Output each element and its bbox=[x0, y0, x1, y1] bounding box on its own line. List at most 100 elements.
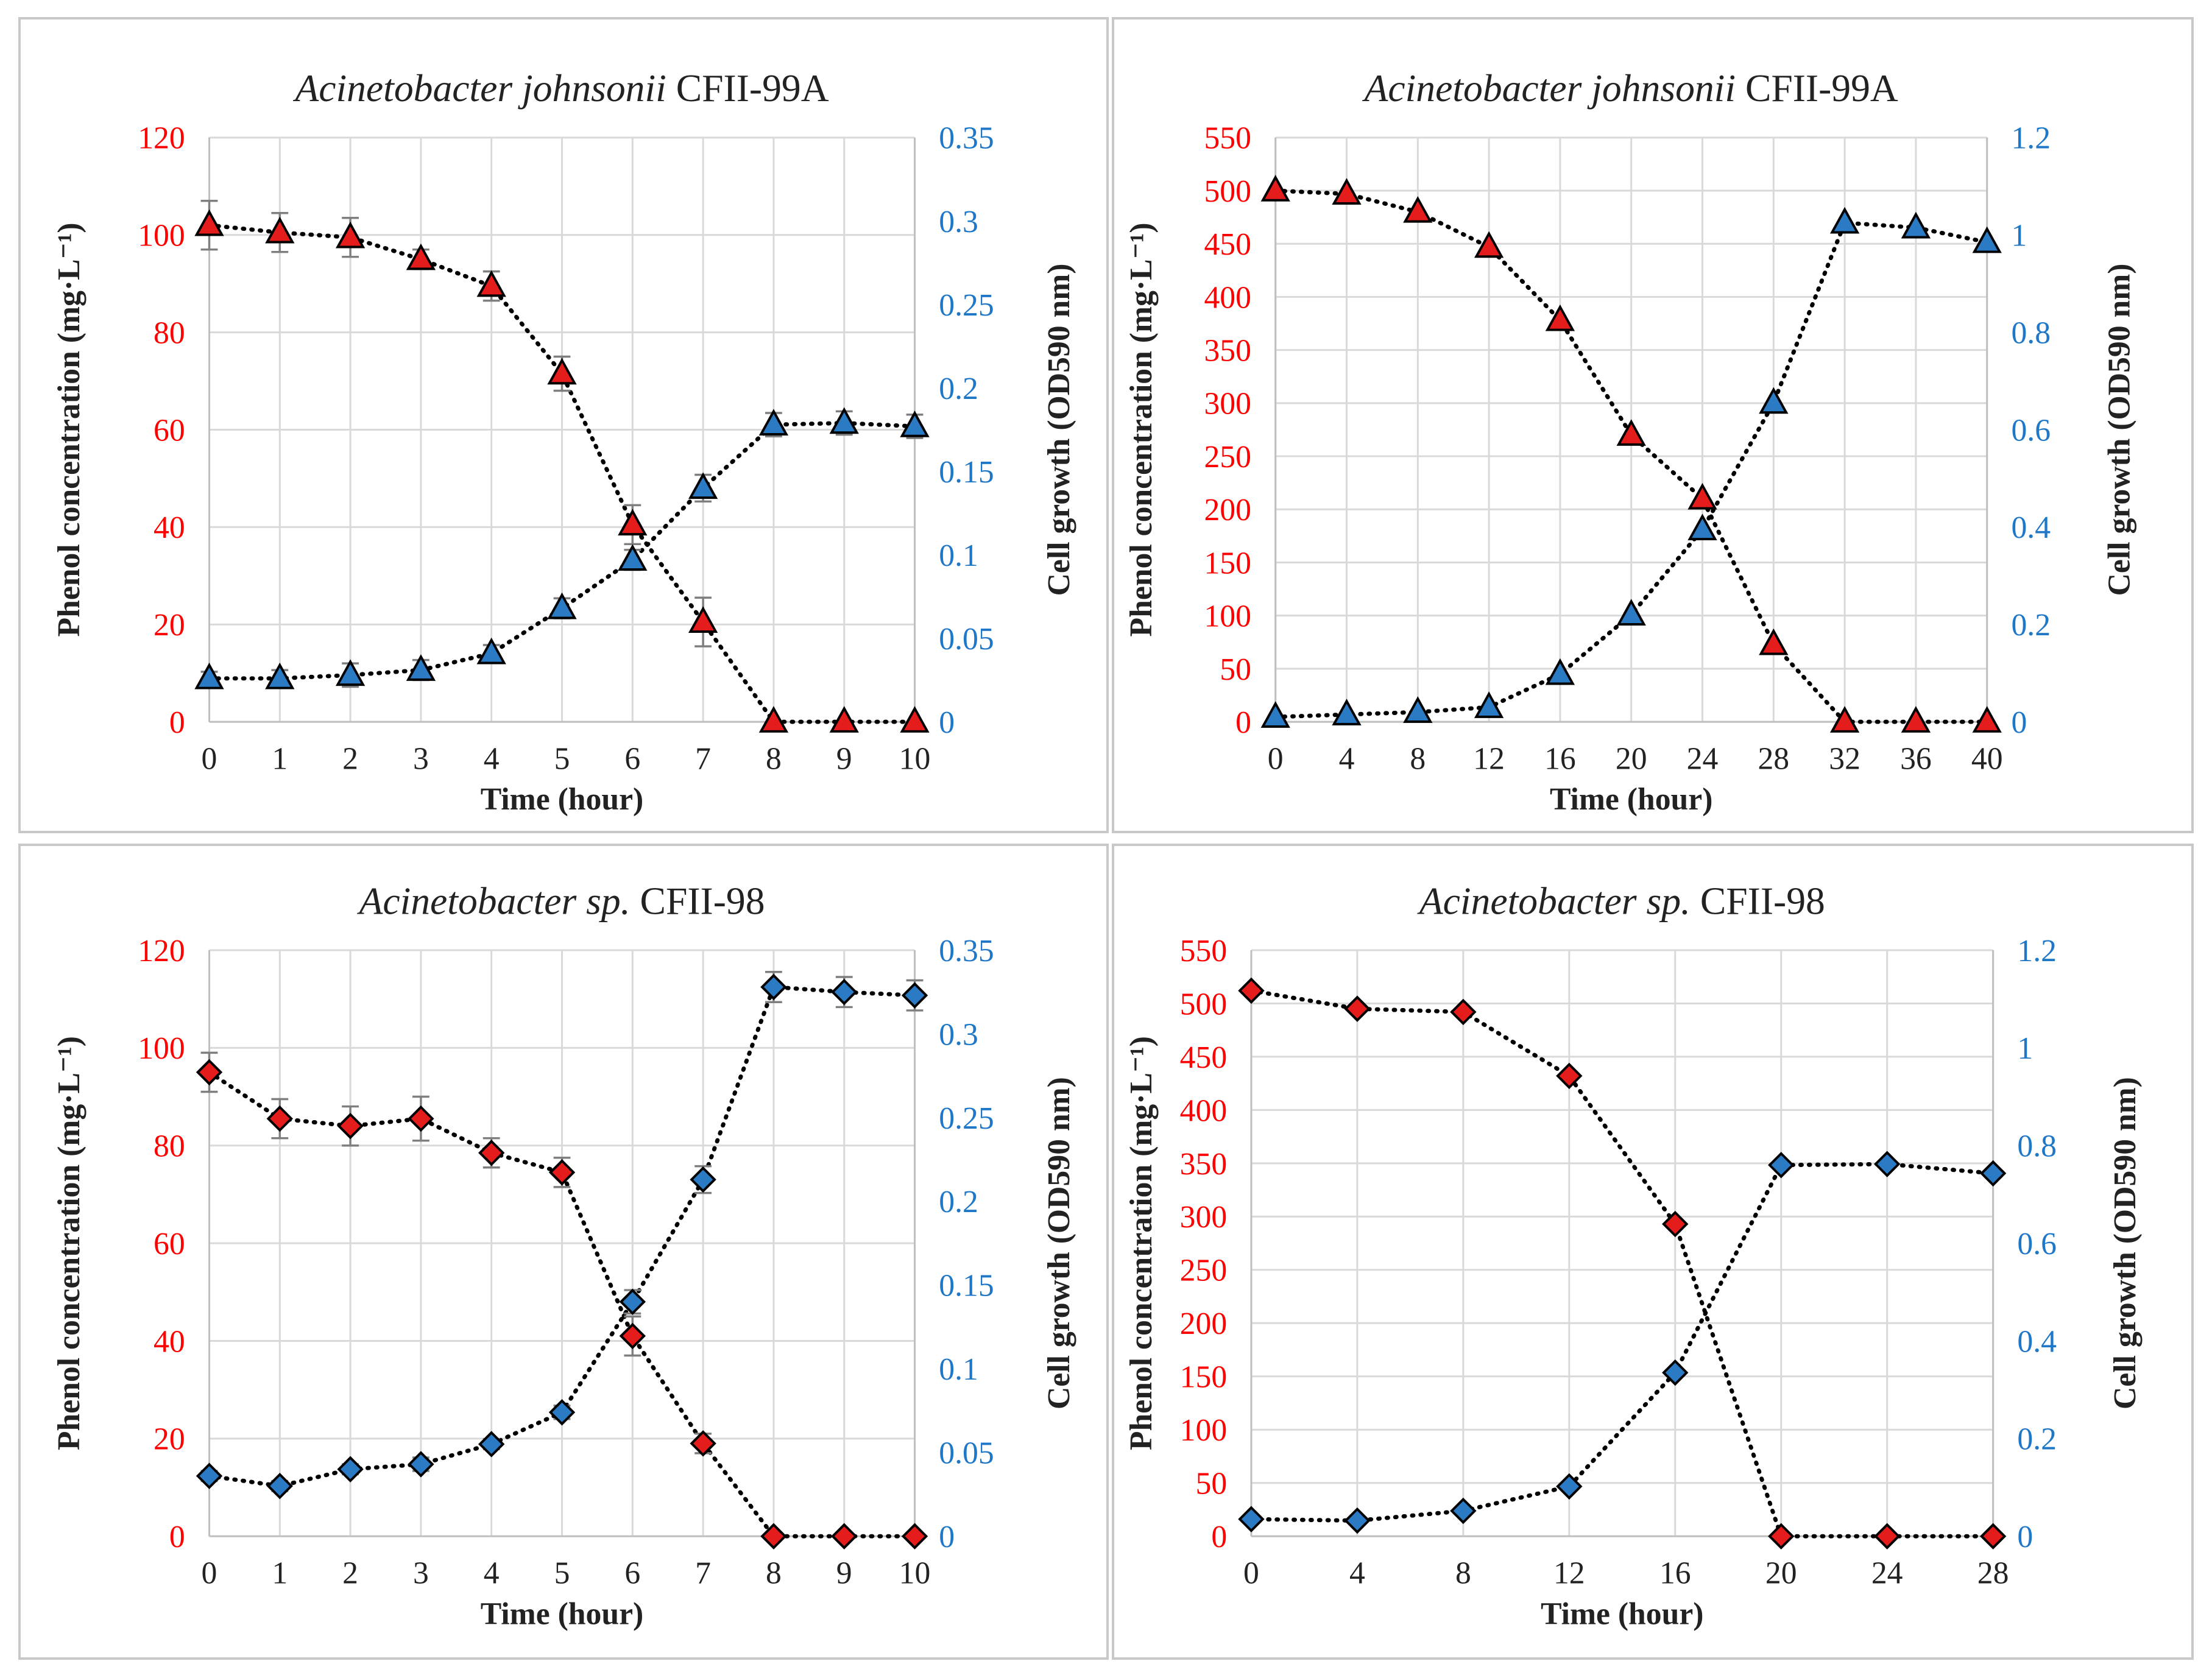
x-tick-label: 0 bbox=[1268, 742, 1284, 777]
growth-point bbox=[831, 979, 858, 1006]
x-tick-label: 40 bbox=[1971, 742, 2003, 777]
growth-point bbox=[758, 409, 789, 436]
growth-point bbox=[1662, 1359, 1689, 1386]
x-tick-label: 10 bbox=[899, 742, 931, 777]
growth-point bbox=[1873, 1151, 1901, 1177]
x-tick-label: 9 bbox=[836, 1556, 852, 1591]
y-right-axis-title: Cell growth (OD590 nm) bbox=[1042, 264, 1076, 596]
phenol-series-line bbox=[1273, 188, 1990, 724]
y-left-tick-label: 60 bbox=[154, 1227, 185, 1261]
y-right-axis-title: Cell growth (OD590 nm) bbox=[2108, 1077, 2143, 1409]
x-tick-label: 0 bbox=[202, 742, 217, 777]
y-left-tick-label: 120 bbox=[138, 121, 185, 156]
growth-point bbox=[1616, 599, 1646, 626]
growth-point bbox=[266, 1473, 293, 1500]
y-left-tick-label: 400 bbox=[1204, 280, 1251, 315]
y-left-axis-title: Phenol concentration (mg·L⁻¹) bbox=[1124, 1036, 1159, 1450]
growth-point bbox=[1979, 1160, 2007, 1187]
y-left-tick-label: 40 bbox=[154, 1324, 185, 1359]
x-tick-label: 20 bbox=[1616, 742, 1647, 777]
y-right-tick-label: 0.2 bbox=[2017, 1422, 2057, 1457]
y-left-tick-label: 300 bbox=[1204, 387, 1251, 421]
y-left-tick-label: 120 bbox=[138, 934, 185, 968]
y-right-tick-label: 0 bbox=[2017, 1520, 2033, 1554]
y-left-tick-label: 450 bbox=[1204, 227, 1251, 262]
chart-title-italic: Acinetobacter sp. bbox=[356, 879, 630, 922]
chart-panel-bottom-left: Acinetobacter sp. CFII-98 0 1 2 3 4 5 6 7 8 9 10 0 20… bbox=[18, 844, 1109, 1660]
phenol-point bbox=[478, 1140, 505, 1166]
x-tick-label: 0 bbox=[1243, 1556, 1259, 1591]
phenol-point bbox=[1979, 1523, 2007, 1550]
phenol-point bbox=[618, 509, 648, 536]
y-left-tick-label: 150 bbox=[1204, 546, 1251, 580]
y-right-tick-label: 0.15 bbox=[939, 455, 994, 490]
growth-point bbox=[196, 1462, 223, 1489]
y-right-tick-label: 0 bbox=[939, 705, 955, 740]
phenol-point bbox=[194, 209, 224, 236]
phenol-point bbox=[1556, 1062, 1583, 1090]
growth-point bbox=[476, 637, 506, 665]
growth-point bbox=[1759, 387, 1789, 414]
x-tick-label: 12 bbox=[1473, 742, 1505, 777]
growth-series-line bbox=[1249, 1162, 1996, 1523]
x-tick-label: 7 bbox=[695, 1556, 711, 1591]
chart-svg-bottom-left: Acinetobacter sp. CFII-980 1 2 3 4 5 6 7 8 9 10020… bbox=[52, 879, 1076, 1631]
x-tick-label: 8 bbox=[1455, 1556, 1471, 1591]
phenol-point bbox=[690, 1430, 716, 1457]
y-right-axis-title: Cell growth (OD590 nm) bbox=[2102, 264, 2136, 596]
y-left-tick-label: 20 bbox=[154, 608, 185, 643]
y-right-tick-label: 0.2 bbox=[939, 372, 978, 406]
y-right-tick-label: 0.8 bbox=[2017, 1129, 2057, 1164]
y-left-tick-label: 100 bbox=[1180, 1413, 1228, 1448]
phenol-point bbox=[1545, 304, 1575, 331]
x-tick-label: 12 bbox=[1553, 1556, 1585, 1591]
x-tick-label: 8 bbox=[766, 742, 782, 777]
growth-point bbox=[1238, 1506, 1265, 1532]
y-right-tick-label: 1.2 bbox=[2017, 934, 2057, 968]
x-tick-label: 6 bbox=[624, 1556, 640, 1591]
phenol-point bbox=[1901, 706, 1931, 733]
y-left-tick-label: 100 bbox=[138, 1031, 185, 1066]
y-right-tick-label: 1 bbox=[2017, 1031, 2033, 1066]
y-left-tick-label: 500 bbox=[1204, 174, 1251, 209]
x-axis-title: Time (hour) bbox=[481, 1596, 643, 1631]
growth-point bbox=[335, 659, 366, 686]
x-tick-label: 5 bbox=[554, 1556, 570, 1591]
phenol-point bbox=[406, 243, 436, 270]
growth-point bbox=[618, 544, 648, 571]
x-axis-title: Time (hour) bbox=[1550, 782, 1712, 817]
x-tick-label: 8 bbox=[1410, 742, 1426, 777]
y-left-tick-label: 500 bbox=[1180, 987, 1228, 1021]
y-left-tick-label: 60 bbox=[154, 413, 185, 448]
y-right-tick-label: 0.3 bbox=[939, 205, 978, 239]
growth-point bbox=[1260, 701, 1290, 728]
growth-point bbox=[265, 662, 295, 689]
phenol-point bbox=[1873, 1523, 1901, 1550]
phenol-series-line bbox=[1249, 988, 1996, 1539]
growth-point bbox=[1474, 691, 1504, 718]
y-right-tick-label: 0.3 bbox=[939, 1017, 978, 1052]
phenol-point bbox=[1768, 1523, 1795, 1550]
growth-point bbox=[901, 982, 928, 1009]
phenol-point bbox=[408, 1105, 434, 1132]
y-left-tick-label: 250 bbox=[1204, 440, 1251, 474]
y-left-tick-label: 350 bbox=[1204, 334, 1251, 368]
growth-point bbox=[1332, 699, 1362, 725]
x-tick-label: 24 bbox=[1871, 1556, 1903, 1591]
x-tick-label: 4 bbox=[484, 742, 500, 777]
phenol-point bbox=[547, 358, 577, 385]
growth-point bbox=[1829, 206, 1860, 234]
y-left-tick-label: 0 bbox=[169, 705, 185, 740]
phenol-point bbox=[196, 1059, 223, 1086]
phenol-point bbox=[337, 1112, 364, 1140]
y-left-tick-label: 400 bbox=[1180, 1093, 1228, 1128]
growth-point bbox=[1344, 1507, 1371, 1534]
chart-title-italic: Acinetobacter johnsonii bbox=[292, 66, 666, 110]
phenol-point bbox=[619, 1322, 646, 1350]
growth-point bbox=[547, 592, 577, 619]
y-right-tick-label: 0.8 bbox=[2011, 316, 2051, 350]
growth-point bbox=[478, 1431, 505, 1458]
phenol-point bbox=[758, 706, 789, 733]
chart-title-strain: CFII-99A bbox=[666, 66, 829, 110]
chart-title: Acinetobacter johnsonii CFII-99A bbox=[292, 66, 829, 110]
